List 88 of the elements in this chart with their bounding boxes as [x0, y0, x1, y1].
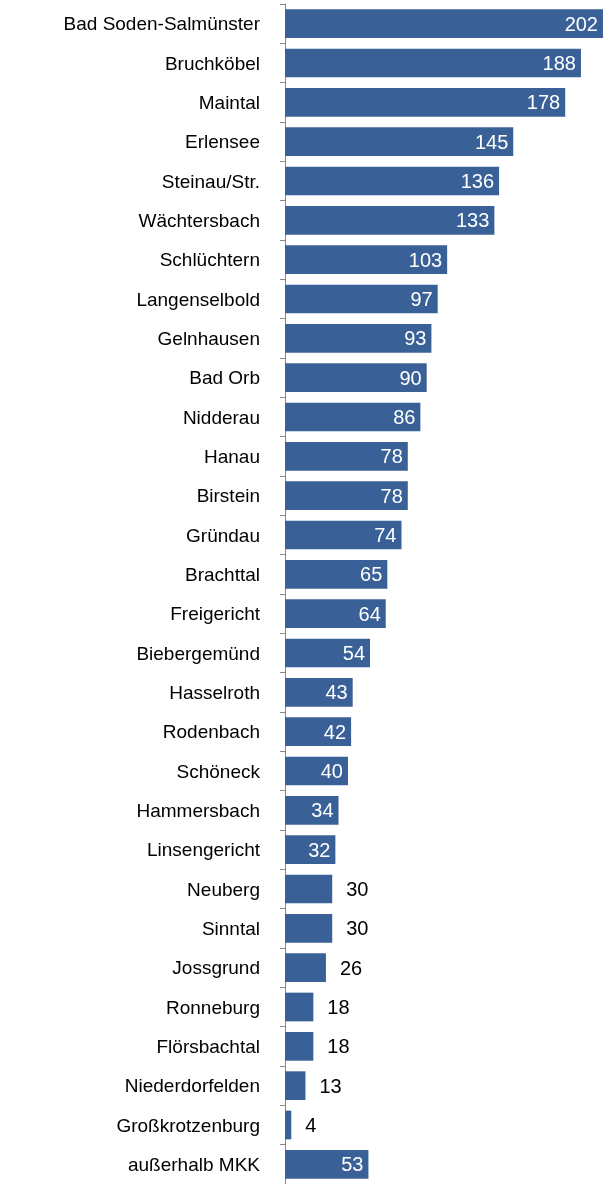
y-tick-label: Nidderau [182, 406, 260, 428]
y-tick-label: außerhalb MKK [127, 1153, 261, 1175]
y-tick-label: Linsengericht [146, 839, 261, 861]
y-tick-label: Neuberg [187, 878, 260, 900]
bar [285, 205, 495, 235]
bar [285, 874, 333, 904]
data-label: 42 [323, 720, 347, 743]
data-label: 65 [360, 563, 383, 586]
y-tick-label: Flörsbachtal [156, 1035, 260, 1057]
y-tick-label: Wächtersbach [138, 209, 260, 231]
y-tick-label: Erlensee [185, 131, 260, 153]
data-label: 18 [327, 996, 350, 1018]
y-tick-label: Maintal [198, 91, 260, 113]
data-label: 64 [358, 602, 381, 625]
data-label: 4 [305, 1114, 317, 1136]
bar [285, 599, 386, 629]
data-label: 18 [327, 1035, 350, 1058]
y-tick-label: Birstein [196, 485, 260, 507]
bar [285, 559, 388, 589]
bar [285, 717, 352, 747]
bar [285, 9, 603, 39]
bar [285, 166, 500, 196]
y-tick-label: Gelnhausen [157, 327, 260, 349]
bar [285, 677, 353, 707]
bar [285, 795, 339, 825]
bar [285, 363, 427, 393]
bar [285, 245, 448, 275]
bar [285, 284, 438, 314]
bar [285, 520, 402, 550]
bar [285, 913, 333, 943]
y-tick-label: Hasselroth [169, 681, 260, 703]
data-label: 97 [410, 288, 433, 310]
data-label: 133 [456, 209, 490, 232]
data-label: 145 [474, 130, 509, 153]
bar [285, 992, 314, 1022]
bar [285, 1031, 314, 1061]
y-tick-label: Sinntal [201, 917, 260, 939]
y-tick-label: Schlüchtern [159, 249, 260, 271]
data-label: 53 [341, 1153, 364, 1176]
data-label: 40 [320, 760, 343, 782]
y-tick-label: Rodenbach [162, 721, 260, 743]
data-label: 74 [374, 524, 397, 546]
y-tick-label: Steinau/Str. [161, 170, 260, 192]
bar [285, 953, 326, 983]
data-label: 26 [339, 956, 363, 979]
y-tick-label: Biebergemünd [136, 642, 260, 664]
data-label: 43 [325, 681, 348, 704]
y-tick-label: Gründau [186, 524, 260, 546]
y-tick-label: Freigericht [170, 603, 261, 625]
bar [285, 441, 408, 471]
data-label: 136 [460, 170, 495, 192]
data-label: 78 [380, 445, 403, 468]
y-tick-label: Großkrotzenburg [116, 1114, 260, 1136]
bar [285, 323, 432, 353]
data-label: 202 [564, 12, 598, 35]
bar [285, 402, 421, 432]
bar [285, 127, 514, 157]
bar [285, 1071, 306, 1101]
data-label: 34 [311, 799, 334, 822]
data-label: 93 [404, 327, 427, 350]
bar [285, 87, 566, 117]
y-tick-label: Ronneburg [165, 996, 260, 1018]
y-tick-label: Niederdorfelden [124, 1075, 260, 1097]
bar [285, 481, 408, 511]
bar [285, 1149, 369, 1179]
data-label: 30 [346, 917, 369, 940]
y-tick-label: Hanau [204, 445, 260, 467]
data-label: 86 [393, 406, 416, 428]
bar [285, 1110, 292, 1140]
y-tick-label: Jossgrund [172, 957, 260, 979]
y-tick-label: Bruchköbel [164, 52, 260, 74]
data-label: 30 [346, 878, 369, 900]
data-label: 178 [526, 91, 561, 114]
data-label: 188 [542, 52, 576, 74]
data-label: 54 [342, 642, 366, 664]
data-label: 78 [380, 484, 403, 507]
data-label: 103 [408, 248, 443, 271]
y-tick-label: Schöneck [176, 760, 261, 782]
bar [285, 48, 581, 78]
data-label: 13 [319, 1074, 342, 1097]
y-tick-label: Langenselbold [136, 288, 260, 310]
y-tick-label: Hammersbach [136, 799, 260, 821]
y-tick-label: Brachttal [185, 563, 260, 585]
data-label: 90 [399, 366, 422, 389]
bar [285, 638, 371, 668]
y-tick-label: Bad Orb [189, 367, 260, 389]
data-label: 32 [308, 838, 331, 861]
y-tick-label: Bad Soden-Salmünster [63, 13, 261, 35]
